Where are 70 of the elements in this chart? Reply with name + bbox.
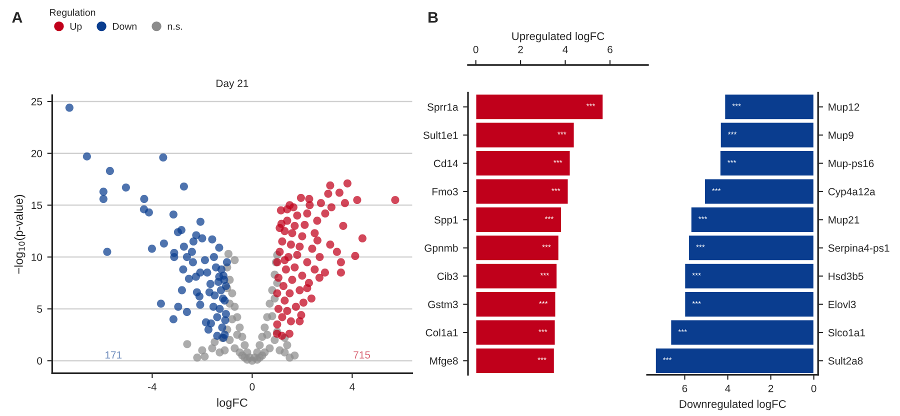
x2-axis-title: Upregulated logFC bbox=[512, 32, 604, 42]
bar bbox=[475, 122, 575, 148]
x-tick-label: 4 bbox=[350, 383, 355, 390]
bar bbox=[475, 150, 571, 176]
y-tick-label: Spp1 bbox=[434, 216, 458, 226]
x2-tick-label: 4 bbox=[562, 46, 568, 54]
bar bbox=[475, 234, 560, 262]
y-tick-label: 0 bbox=[37, 357, 42, 365]
legend-label: Down bbox=[113, 23, 136, 30]
y-tick-label: Mup9 bbox=[828, 132, 854, 142]
y-tick-label: Cd14 bbox=[434, 160, 458, 168]
bar bbox=[475, 262, 558, 290]
y-tick-label: 25 bbox=[31, 98, 42, 106]
legend-title: Regulation bbox=[50, 8, 96, 18]
bar bbox=[475, 206, 562, 233]
bar bbox=[704, 178, 814, 205]
x-tick-label: 6 bbox=[682, 384, 688, 392]
y-tick-label: 20 bbox=[31, 150, 42, 158]
y-tick-label: Mup21 bbox=[828, 216, 860, 226]
y-axis-title: −log$_{10}$(p-value) bbox=[14, 194, 26, 274]
x-tick-label: 0 bbox=[811, 384, 816, 392]
y-tick-label: 5 bbox=[37, 305, 42, 313]
text: B bbox=[428, 12, 438, 23]
y-tick-label: Elovl3 bbox=[828, 300, 856, 308]
y-tick-label: Mfge8 bbox=[430, 356, 458, 367]
y-tick-label: Fmo3 bbox=[432, 188, 458, 196]
x-tick-label: 2 bbox=[768, 384, 774, 392]
bar bbox=[475, 319, 556, 346]
x-axis-title: logFC bbox=[217, 398, 248, 410]
y-tick-label: Cyp4a12a bbox=[828, 188, 876, 198]
x2-tick-label: 6 bbox=[608, 46, 612, 54]
y-tick-label: Sult1e1 bbox=[423, 131, 458, 139]
x-tick-label: 0 bbox=[250, 383, 255, 391]
y-tick-label: Sprr1a bbox=[427, 103, 458, 113]
bar bbox=[690, 206, 814, 233]
y-tick-label: Gpnmb bbox=[424, 244, 458, 254]
bar bbox=[475, 94, 604, 120]
bar bbox=[684, 262, 814, 290]
bar bbox=[720, 150, 814, 176]
chart-title: Day 21 bbox=[216, 80, 248, 90]
bar bbox=[670, 319, 814, 346]
annotation: 715 bbox=[354, 351, 370, 359]
bar bbox=[720, 122, 814, 148]
y-tick-label: Gstm3 bbox=[428, 300, 458, 308]
annotation: 171 bbox=[106, 351, 122, 358]
text: A bbox=[12, 12, 22, 23]
x2-tick-label: 2 bbox=[518, 46, 523, 54]
y-tick-label: 10 bbox=[32, 254, 42, 261]
y-tick-label: Hsd3b5 bbox=[828, 272, 864, 280]
x-axis-title: Downregulated logFC bbox=[680, 400, 786, 410]
bar bbox=[475, 178, 569, 205]
y-tick-label: Slco1a1 bbox=[828, 328, 865, 336]
legend-label: Up bbox=[70, 23, 82, 32]
bar bbox=[688, 234, 814, 262]
legend-label: n.s. bbox=[168, 24, 182, 30]
x2-tick-label: 0 bbox=[473, 46, 478, 54]
y-tick-label: Sult2a8 bbox=[828, 356, 863, 365]
bar bbox=[724, 94, 814, 120]
y-tick-label: Mup-ps16 bbox=[828, 160, 874, 170]
bar bbox=[684, 291, 814, 318]
y-tick-label: 15 bbox=[32, 202, 42, 210]
y-tick-label: Serpina4-ps1 bbox=[828, 244, 890, 254]
x-tick-label: 4 bbox=[725, 384, 730, 392]
y-tick-label: Cib3 bbox=[437, 272, 458, 280]
x-tick-label: -4 bbox=[148, 383, 157, 390]
y-tick-label: Col1a1 bbox=[426, 328, 458, 336]
y-tick-label: Mup12 bbox=[828, 103, 860, 113]
bar bbox=[475, 291, 556, 318]
bar bbox=[475, 348, 555, 374]
bar bbox=[655, 348, 814, 374]
